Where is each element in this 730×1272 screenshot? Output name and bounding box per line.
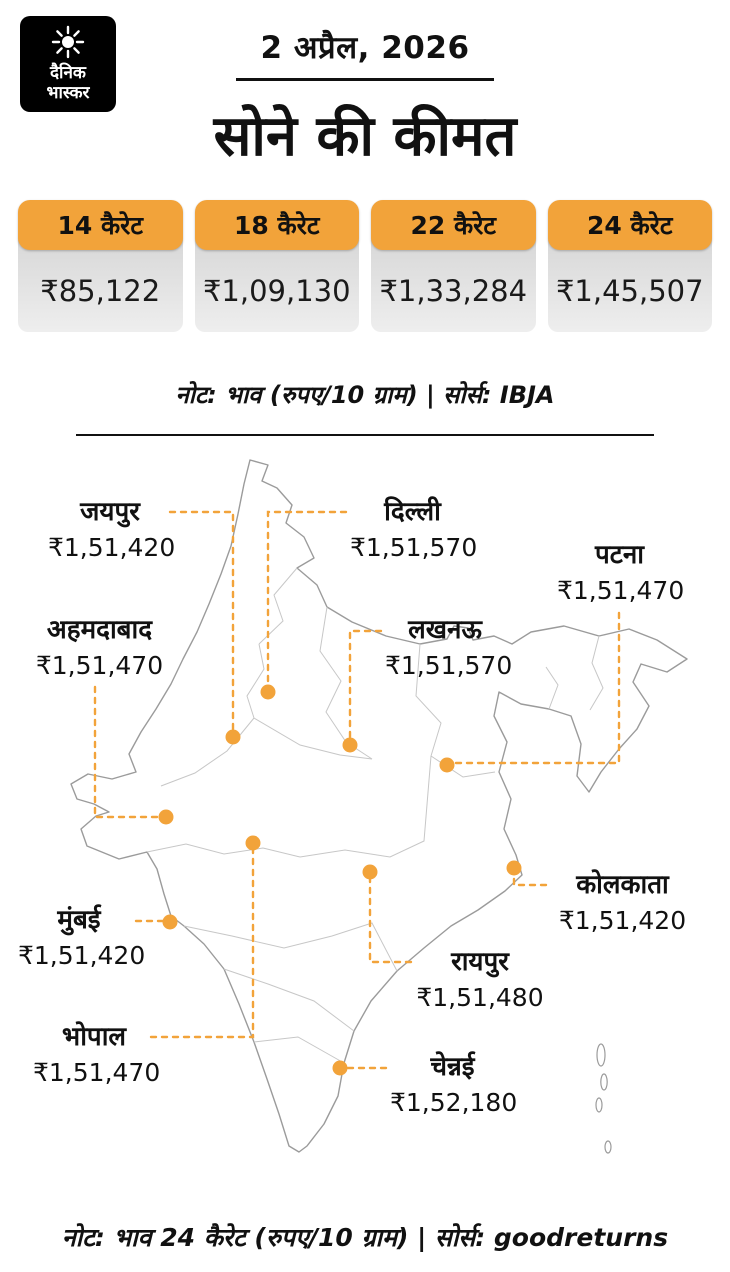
city-marker-mumbai <box>162 914 178 930</box>
city-label-patna: पटना ₹1,51,470 <box>557 538 685 610</box>
city-name: लखनऊ <box>408 615 482 645</box>
dainik-bhaskar-logo: दैनिक भास्कर <box>20 16 116 112</box>
logo-text-line1: दैनिक <box>50 62 86 83</box>
city-marker-chennai <box>332 1060 348 1076</box>
city-label-lucknow: लखनऊ ₹1,51,570 <box>385 613 513 685</box>
city-label-chennai: चेन्नई ₹1,52,180 <box>390 1050 518 1122</box>
page-title: सोने की कीमत <box>213 104 517 169</box>
city-marker-kolkata <box>506 860 522 876</box>
karat-price: ₹1,09,130 <box>194 236 359 332</box>
city-name: रायपुर <box>451 947 509 977</box>
sun-icon <box>51 25 85 62</box>
city-marker-ahmedabad <box>158 809 174 825</box>
city-name: पटना <box>594 540 645 570</box>
city-marker-lucknow <box>342 737 358 753</box>
leader-line-patna <box>445 611 621 765</box>
leader-line-raipur <box>368 870 413 964</box>
city-price: ₹1,51,570 <box>350 533 478 562</box>
andaman-islands <box>595 1043 612 1154</box>
city-price: ₹1,51,420 <box>558 906 687 935</box>
city-marker-delhi <box>260 684 276 700</box>
karat-label: 14 कैरेट <box>18 200 183 250</box>
rate-cards-row: 14 कैरेट ₹85,122 18 कैरेट ₹1,09,130 22 क… <box>18 200 712 332</box>
city-price: ₹1,51,470 <box>33 1058 161 1087</box>
karat-price: ₹85,122 <box>18 236 183 332</box>
leader-lines <box>93 510 621 1070</box>
leader-line-jaipur <box>168 510 235 739</box>
karat-price: ₹1,45,507 <box>547 236 712 332</box>
india-gold-price-map: जयपुर ₹1,51,420 दिल्ली ₹1,51,570 पटना ₹1… <box>0 455 730 1195</box>
city-marker-bhopal <box>245 835 261 851</box>
leader-line-delhi <box>266 510 348 694</box>
city-label-ahmedabad: अहमदाबाद ₹1,51,470 <box>22 613 177 685</box>
state-boundaries <box>146 567 604 1064</box>
city-name: मुंबई <box>57 905 101 935</box>
note-source-ibja: नोट: भाव (रुपए/10 ग्राम) | सोर्स: IBJA <box>175 381 555 409</box>
city-price: ₹1,51,480 <box>416 983 544 1012</box>
city-marker-jaipur <box>225 729 241 745</box>
karat-label: 18 कैरेट <box>194 200 359 250</box>
city-name: भोपाल <box>61 1022 127 1052</box>
date-text: 2 अप्रैल, 2026 <box>260 30 470 66</box>
city-price: ₹1,51,570 <box>385 651 513 680</box>
leader-line-bhopal <box>149 841 255 1039</box>
rate-card-22k: 22 कैरेट ₹1,33,284 <box>371 200 536 332</box>
rate-card-24k: 24 कैरेट ₹1,45,507 <box>547 200 712 332</box>
leader-line-lucknow <box>348 629 383 747</box>
date-underline <box>236 78 494 81</box>
logo-text-line2: भास्कर <box>46 82 90 103</box>
city-price: ₹1,52,180 <box>390 1088 518 1117</box>
city-name: चेन्नई <box>430 1052 475 1082</box>
city-price: ₹1,51,470 <box>35 651 164 680</box>
india-map-svg <box>70 459 688 1154</box>
city-label-kolkata: कोलकाता ₹1,51,420 <box>550 868 695 940</box>
city-name: दिल्ली <box>384 497 441 527</box>
section-divider <box>76 434 654 436</box>
city-price: ₹1,51,470 <box>557 576 685 605</box>
city-price: ₹1,51,420 <box>48 533 176 562</box>
city-marker-patna <box>439 757 455 773</box>
city-name: कोलकाता <box>576 870 669 900</box>
city-label-bhopal: भोपाल ₹1,51,470 <box>33 1020 161 1092</box>
rate-card-18k: 18 कैरेट ₹1,09,130 <box>194 200 359 332</box>
leader-line-ahmedabad <box>93 685 168 819</box>
rate-card-14k: 14 कैरेट ₹85,122 <box>18 200 183 332</box>
city-label-jaipur: जयपुर ₹1,51,420 <box>48 495 176 567</box>
city-name: अहमदाबाद <box>46 615 153 645</box>
city-markers <box>158 684 522 1076</box>
note-source-goodreturns: नोट: भाव 24 कैरेट (रुपए/10 ग्राम) | सोर्… <box>61 1223 669 1252</box>
city-price: ₹1,51,420 <box>18 941 146 970</box>
karat-price: ₹1,33,284 <box>371 236 536 332</box>
city-marker-raipur <box>362 864 378 880</box>
city-label-delhi: दिल्ली ₹1,51,570 <box>350 495 478 567</box>
city-name: जयपुर <box>80 497 140 527</box>
date-block: 2 अप्रैल, 2026 <box>130 26 600 81</box>
city-label-mumbai: मुंबई ₹1,51,420 <box>18 903 146 975</box>
city-label-raipur: रायपुर ₹1,51,480 <box>415 945 545 1017</box>
karat-label: 24 कैरेट <box>547 200 712 250</box>
karat-label: 22 कैरेट <box>371 200 536 250</box>
